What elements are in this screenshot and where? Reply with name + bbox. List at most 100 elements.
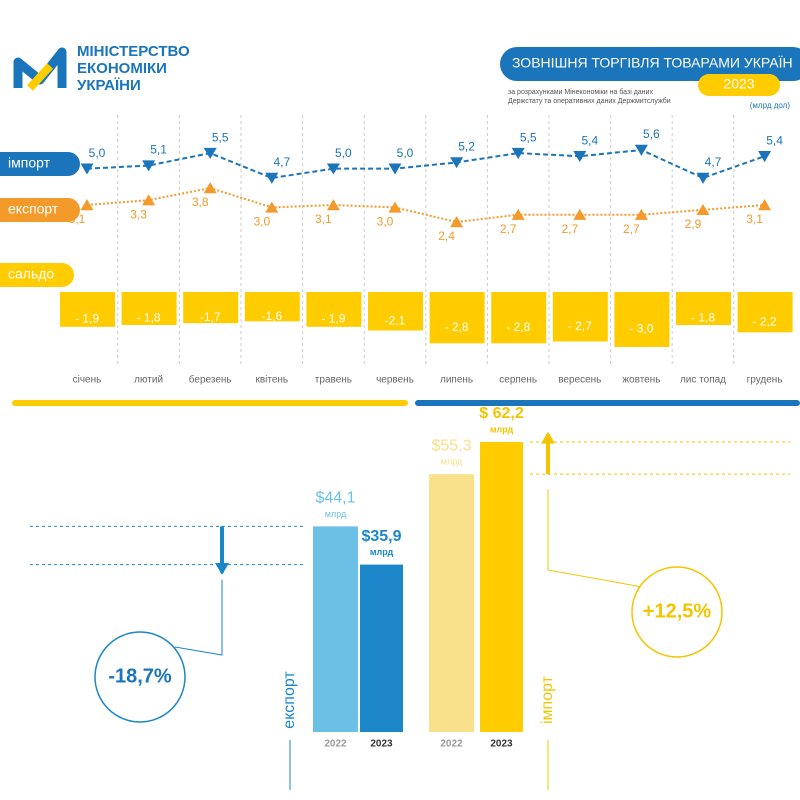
marker — [450, 157, 464, 169]
legend-label: сальдо — [8, 266, 54, 282]
change-circle — [94, 631, 186, 723]
value-label: 4,7 — [705, 155, 722, 169]
x-tick-label: 2022 — [324, 739, 347, 750]
x-tick-label: лис топад — [680, 375, 726, 386]
value-label: 5,2 — [458, 140, 475, 154]
marker — [573, 151, 587, 163]
value-label: 3,1 — [746, 212, 763, 226]
logo: МІНІСТЕРСТВО ЕКОНОМІКИ УКРАЇНИ — [13, 43, 190, 94]
value-label: - 2,7 — [568, 319, 592, 333]
saldo-bar — [429, 292, 485, 344]
axis-label: імпорт — [539, 675, 556, 724]
value-label: 2,7 — [561, 222, 578, 236]
value-label: 5,4 — [581, 133, 598, 147]
source: за розрахунками Мінекономіки на базі дан… — [508, 88, 653, 96]
value-label: 2,7 — [500, 222, 517, 236]
x-tick-label: січень — [73, 375, 102, 386]
marker — [265, 201, 279, 213]
marker — [573, 208, 587, 220]
connector — [174, 579, 223, 656]
change-arrowhead — [541, 431, 555, 444]
value-label: 2,7 — [623, 222, 640, 236]
value-label: 5,0 — [335, 146, 352, 160]
x-tick-label: серпень — [499, 375, 537, 386]
x-tick-label: грудень — [747, 375, 783, 386]
marker — [450, 216, 464, 228]
value-label: 3,1 — [315, 212, 332, 226]
unit-label: млрд — [490, 424, 514, 434]
value-label: $44,1 — [315, 490, 355, 507]
marker — [696, 172, 710, 184]
saldo-bar — [737, 292, 793, 333]
x-tick-label: квітень — [255, 375, 288, 386]
legend-label: експорт — [8, 201, 59, 217]
legend-label: імпорт — [8, 155, 51, 171]
x-tick-label: 2023 — [490, 739, 513, 750]
marker — [511, 147, 525, 159]
value-label: 5,0 — [397, 146, 414, 160]
value-label: - 1,9 — [75, 312, 99, 326]
saldo-bar — [676, 292, 731, 325]
value-label: 2,9 — [685, 217, 702, 231]
unit: (млрд дол) — [750, 101, 791, 110]
marker — [634, 208, 648, 220]
unit-label: млрд — [441, 457, 463, 467]
logo-text: МІНІСТЕРСТВО — [77, 43, 190, 60]
value-label: -1,7 — [200, 310, 221, 324]
logo-text: ЕКОНОМІКИ — [77, 60, 167, 77]
unit-label: млрд — [370, 547, 394, 557]
unit-label: млрд — [325, 509, 347, 519]
marker — [758, 199, 772, 211]
axis-label: експорт — [281, 671, 298, 729]
source: Держстату та оперативних даних Держмитсл… — [508, 97, 671, 105]
title: ЗОВНІШНЯ ТОРГІВЛЯ ТОВАРАМИ УКРАЇН — [512, 55, 793, 71]
x-tick-label: 2023 — [370, 739, 393, 750]
bar — [313, 526, 358, 732]
title-pill — [500, 47, 800, 81]
x-tick-label: 2022 — [440, 739, 463, 750]
value-label: 3,3 — [130, 207, 147, 221]
value-label: 5,5 — [520, 130, 537, 144]
marker — [142, 160, 156, 172]
value-label: 5,6 — [643, 127, 660, 141]
x-tick-label: травень — [315, 375, 352, 386]
bar — [360, 564, 403, 732]
x-tick-label: червень — [376, 375, 414, 386]
connector — [547, 489, 643, 588]
marker — [388, 201, 402, 213]
marker — [326, 199, 340, 211]
value-label: - 2,8 — [445, 320, 469, 334]
marker — [696, 204, 710, 216]
value-label: - 1,8 — [691, 311, 715, 325]
value-label: 3,0 — [253, 215, 270, 229]
x-tick-label: лютий — [134, 375, 163, 386]
value-label: 3,1 — [69, 212, 86, 226]
marker — [388, 163, 402, 175]
change-circle — [631, 566, 723, 658]
saldo-bar — [60, 292, 115, 327]
value-label: $ 62,2 — [479, 405, 524, 422]
change-label: +12,5% — [643, 600, 712, 622]
trend-line — [86, 186, 765, 224]
marker — [758, 151, 772, 163]
saldo-bar — [306, 292, 362, 327]
x-tick-label: липень — [440, 375, 473, 386]
marker — [511, 208, 525, 220]
marker — [80, 163, 94, 175]
value-label: - 1,9 — [321, 312, 345, 326]
value-label: $55,3 — [431, 437, 471, 454]
series-pill — [0, 198, 80, 222]
value-label: 5,0 — [89, 146, 106, 160]
saldo-bar — [491, 292, 547, 344]
value-label: - 3,0 — [629, 322, 653, 336]
value-label: -2,1 — [385, 313, 406, 327]
change-arrowhead — [215, 563, 229, 575]
value-label: $35,9 — [361, 528, 401, 545]
change-label: -18,7% — [108, 665, 172, 687]
value-label: - 1,8 — [137, 311, 161, 325]
bar — [480, 442, 523, 732]
value-label: 5,4 — [766, 133, 783, 147]
saldo-bar — [183, 292, 239, 324]
